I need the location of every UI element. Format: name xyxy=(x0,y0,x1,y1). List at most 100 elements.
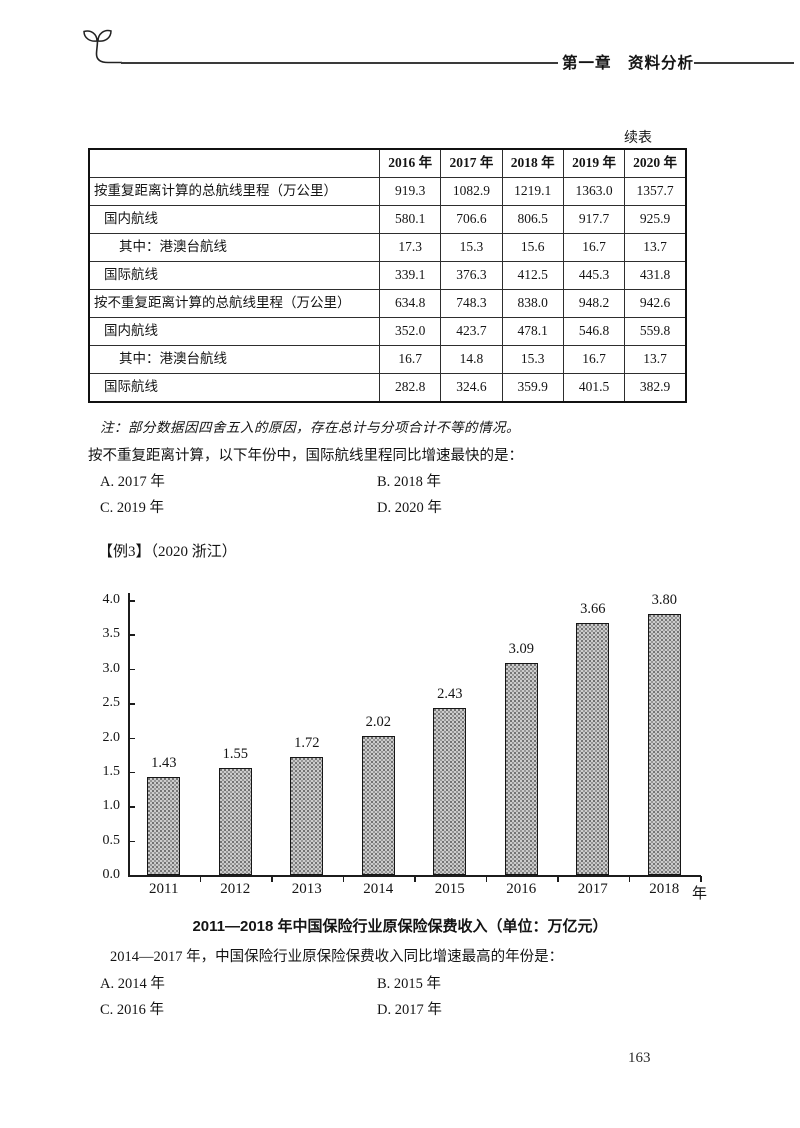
table-row-label: 按不重复距离计算的总航线里程（万公里） xyxy=(88,289,380,318)
table-value-cell: 1219.1 xyxy=(501,177,564,206)
x-tick-mark xyxy=(414,876,416,882)
y-tick-label: 3.5 xyxy=(102,626,121,642)
bar-2013 xyxy=(290,756,324,875)
y-axis xyxy=(128,593,130,876)
table-value-cell: 382.9 xyxy=(624,373,687,403)
y-tick-label: 3.0 xyxy=(102,660,121,676)
sprout-icon xyxy=(80,26,122,71)
x-axis-unit-label: 年 xyxy=(692,886,708,902)
bar-2015 xyxy=(433,707,467,875)
question1-text: 按不重复距离计算，以下年份中，国际航线里程同比增速最快的是： xyxy=(88,448,523,464)
table-value-cell: 706.6 xyxy=(440,205,503,234)
table-value-cell: 412.5 xyxy=(501,261,564,290)
option-b: B. 2015 年 xyxy=(377,976,442,992)
bar-value-label: 3.66 xyxy=(580,601,606,618)
bar-2014 xyxy=(361,736,395,875)
bar-2017 xyxy=(576,623,610,875)
table-value-cell: 919.3 xyxy=(378,177,442,206)
table-value-cell: 324.6 xyxy=(440,373,503,403)
table-year-header: 2017 年 xyxy=(440,148,503,178)
table-value-cell: 942.6 xyxy=(624,289,687,318)
x-tick-mark xyxy=(700,876,702,882)
bar-2016 xyxy=(504,662,538,875)
bar-value-label: 2.02 xyxy=(365,714,391,731)
y-tick-label: 1.0 xyxy=(102,798,121,814)
x-axis-label: 2015 xyxy=(434,881,465,897)
x-tick-mark xyxy=(485,876,487,882)
table-value-cell: 1357.7 xyxy=(624,177,687,206)
bar-value-label: 1.72 xyxy=(294,734,320,751)
y-tick-mark xyxy=(129,771,135,774)
bar-value-label: 1.43 xyxy=(151,754,177,771)
table-row: 国际航线 282.8 324.6 359.9 401.5 382.9 xyxy=(88,373,687,403)
question1-options: A. 2017 年 B. 2018 年 C. 2019 年 D. 2020 年 xyxy=(100,470,660,517)
option-a: A. 2017 年 xyxy=(100,474,165,490)
x-tick-mark xyxy=(271,876,273,882)
y-tick-mark xyxy=(129,875,135,877)
table-row: 按重复距离计算的总航线里程（万公里） 919.3 1082.9 1219.1 1363.… xyxy=(88,177,687,206)
table-corner-cell xyxy=(88,148,380,178)
option-a: A. 2014 年 xyxy=(100,976,165,992)
table-value-cell: 1363.0 xyxy=(562,177,626,206)
bar-2011 xyxy=(147,776,181,875)
y-tick-label: 0.5 xyxy=(102,832,121,848)
table-value-cell: 546.8 xyxy=(562,317,626,346)
y-tick-label: 2.0 xyxy=(102,729,121,745)
table-value-cell: 17.3 xyxy=(378,233,442,262)
example-label: 【例3】（2020 浙江） xyxy=(98,544,237,560)
table-value-cell: 925.9 xyxy=(624,205,687,234)
header-rule-left xyxy=(121,62,558,64)
chapter-header: 第一章 资料分析 xyxy=(562,55,695,72)
table-value-cell: 580.1 xyxy=(378,205,442,234)
y-tick-label: 0.0 xyxy=(102,867,121,882)
x-tick-mark xyxy=(199,876,201,882)
table-value-cell: 1082.9 xyxy=(440,177,503,206)
option-d: D. 2017 年 xyxy=(377,1002,442,1018)
table-value-cell: 15.3 xyxy=(501,345,564,374)
table-value-cell: 13.7 xyxy=(624,345,687,374)
table-value-cell: 14.8 xyxy=(440,345,503,374)
table-row: 国际航线 339.1 376.3 412.5 445.3 431.8 xyxy=(88,261,687,290)
y-tick-label: 1.5 xyxy=(102,763,121,779)
table-value-cell: 838.0 xyxy=(501,289,564,318)
table-row-label: 国际航线 xyxy=(88,261,380,290)
table-value-cell: 948.2 xyxy=(562,289,626,318)
bar-value-label: 1.55 xyxy=(222,746,248,763)
table-year-header: 2016 年 xyxy=(378,148,442,178)
y-tick-mark xyxy=(129,634,135,636)
table-row: 其中：港澳台航线 17.3 15.3 15.6 16.7 13.7 xyxy=(88,233,687,262)
table-year-header: 2018 年 xyxy=(501,148,564,178)
table-value-cell: 13.7 xyxy=(624,233,687,262)
x-axis-label: 2012 xyxy=(220,881,251,897)
option-b: B. 2018 年 xyxy=(377,474,442,490)
table-value-cell: 806.5 xyxy=(501,205,564,234)
y-tick-mark xyxy=(129,737,135,739)
table-value-cell: 282.8 xyxy=(378,373,442,403)
bar-value-label: 3.09 xyxy=(508,640,534,657)
table-row-label: 国内航线 xyxy=(88,317,380,346)
table-note: 注：部分数据因四舍五入的原因，存在总计与分项合计不等的情况。 xyxy=(100,420,520,435)
bar-2012 xyxy=(218,768,252,875)
page-number: 163 xyxy=(628,1050,651,1066)
x-axis-label: 2018 xyxy=(649,881,680,897)
x-axis-label: 2011 xyxy=(149,881,179,897)
x-tick-mark xyxy=(628,876,630,882)
y-tick-mark xyxy=(129,840,135,843)
table-row-label: 国际航线 xyxy=(88,373,380,403)
table-row: 国内航线 580.1 706.6 806.5 917.7 925.9 xyxy=(88,205,687,234)
question2-text: 2014—2017 年，中国保险行业原保险保费收入同比增速最高的年份是： xyxy=(110,949,564,965)
y-tick-mark xyxy=(129,703,135,705)
table-row-label: 按重复距离计算的总航线里程（万公里） xyxy=(88,177,380,206)
table-row: 按不重复距离计算的总航线里程（万公里） 634.8 748.3 838.0 948.2 9… xyxy=(88,289,687,318)
x-axis xyxy=(128,875,701,877)
table-year-header: 2019 年 xyxy=(562,148,626,178)
y-tick-mark xyxy=(129,806,135,808)
table-value-cell: 401.5 xyxy=(562,373,626,403)
bar-value-label: 3.80 xyxy=(651,591,677,608)
table-value-cell: 15.6 xyxy=(501,233,564,262)
table-value-cell: 352.0 xyxy=(378,317,442,346)
bar-2018 xyxy=(647,613,681,875)
table-value-cell: 748.3 xyxy=(440,289,503,318)
chart-title: 2011—2018 年中国保险行业原保险保费收入（单位：万亿元） xyxy=(192,918,608,935)
